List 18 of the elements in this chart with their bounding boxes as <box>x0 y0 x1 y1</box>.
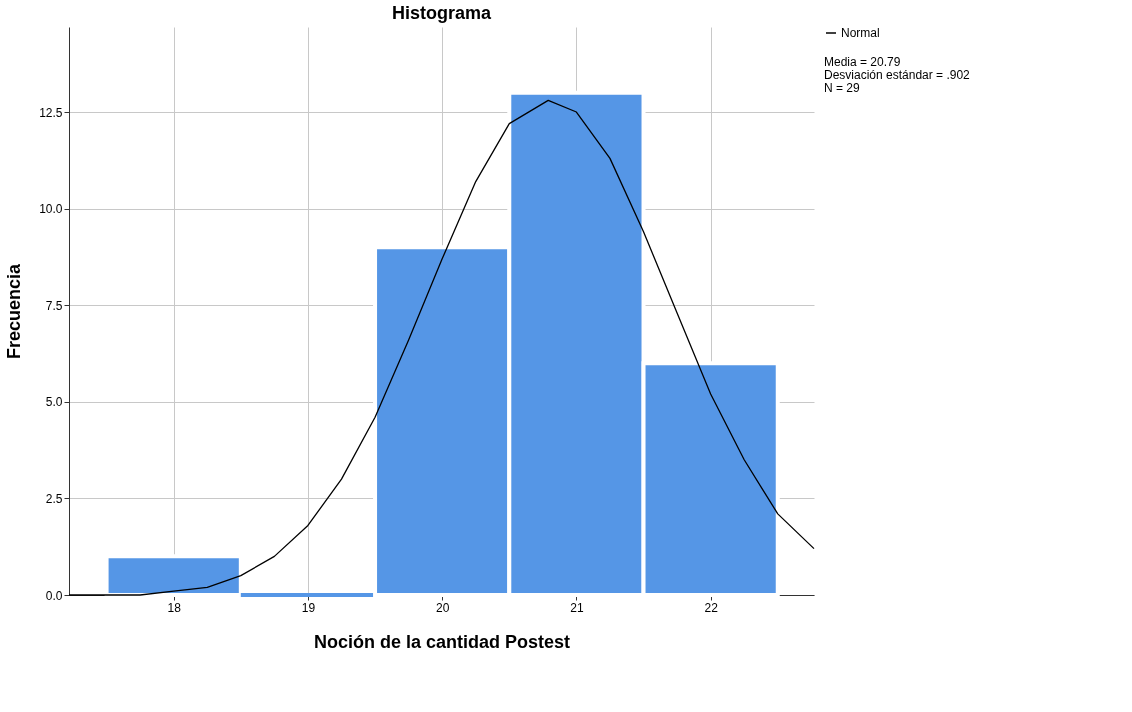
x-tick-label: 21 <box>570 600 584 615</box>
legend-label: Normal <box>841 26 880 40</box>
text: Media = 20.79 <box>824 55 901 69</box>
x-tick-label: 18 <box>167 600 182 615</box>
chart-title: Histograma <box>391 3 492 23</box>
y-tick-label: 5.0 <box>45 395 63 410</box>
y-tick-label: 7.5 <box>45 298 63 313</box>
text: Desviación estándar = .902 <box>824 68 971 82</box>
x-axis-title: Noción de la cantidad Postest <box>313 631 571 652</box>
x-tick-label: 22 <box>704 600 719 615</box>
y-tick-label: 12.5 <box>39 105 63 120</box>
x-tick-label: 19 <box>301 600 316 615</box>
y-tick-label: 10.0 <box>39 202 63 217</box>
x-tick-label: 20 <box>435 600 450 615</box>
y-tick-label: 2.5 <box>45 491 63 506</box>
y-tick-label: 0.0 <box>45 588 63 603</box>
text: N = 29 <box>824 81 861 95</box>
y-axis-title: Frecuencia <box>4 262 25 360</box>
